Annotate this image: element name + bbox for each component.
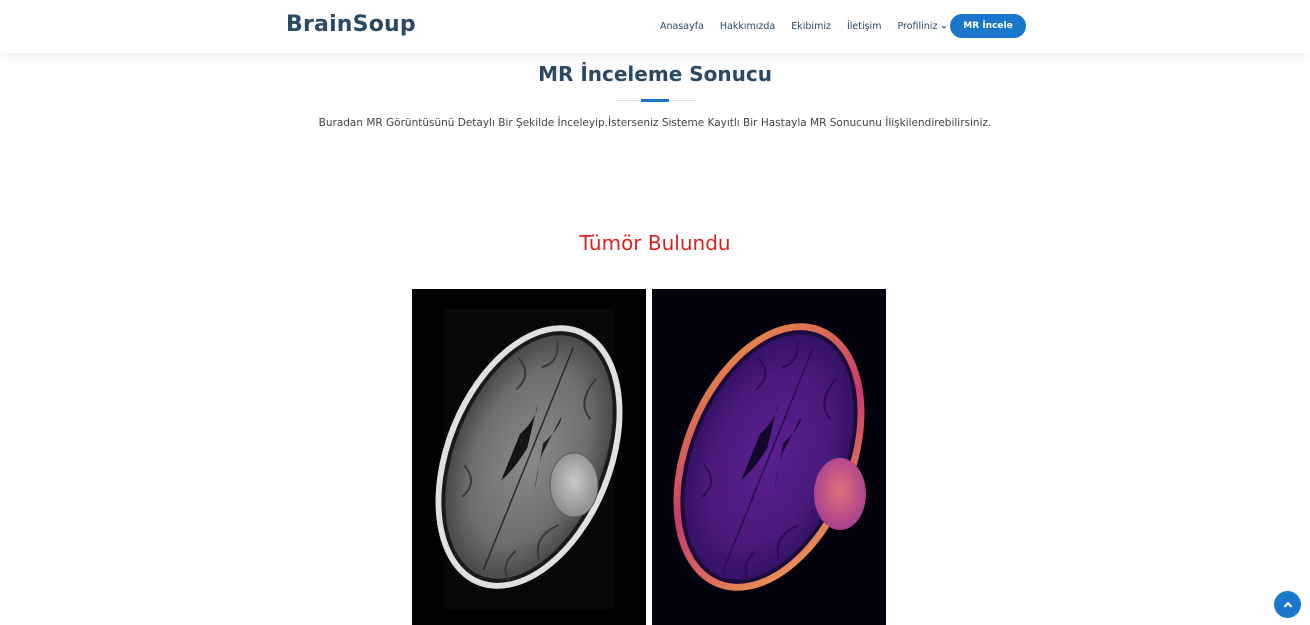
nav-item-label: Anasayfa bbox=[660, 21, 704, 32]
nav-item-anasayfa[interactable]: Anasayfa bbox=[660, 21, 704, 32]
nav-item-profiliniz[interactable]: Profiliniz bbox=[897, 21, 947, 32]
nav-item-label: Ekibimiz bbox=[791, 21, 831, 32]
nav-item-hakkimizda[interactable]: Hakkımızda bbox=[720, 21, 775, 32]
nav-item-iletisim[interactable]: İletişim bbox=[847, 21, 882, 32]
chevron-down-icon bbox=[942, 25, 947, 29]
page-title: MR İnceleme Sonucu bbox=[538, 62, 772, 86]
nav-item-label: Hakkımızda bbox=[719, 21, 776, 32]
nav-item-label: İletişim bbox=[846, 21, 882, 32]
mri-original-image bbox=[412, 289, 646, 625]
brand-logo[interactable]: BrainSoup bbox=[286, 12, 416, 37]
mri-heatmap-image bbox=[652, 289, 886, 625]
main-nav: Anasayfa Hakkımızda Ekibimiz İletişim Pr… bbox=[660, 0, 963, 53]
site-header: BrainSoup Anasayfa Hakkımızda Ekibimiz İ… bbox=[0, 0, 1310, 53]
mr-incele-button[interactable]: MR İncele bbox=[950, 14, 1026, 38]
result-status-text: Tümör Bulundu bbox=[579, 231, 731, 255]
page-description: Buradan MR Görüntüsünü Detaylı Bir Şekil… bbox=[318, 117, 992, 129]
nav-item-ekibimiz[interactable]: Ekibimiz bbox=[791, 21, 831, 32]
chevron-up-icon bbox=[1283, 601, 1292, 608]
nav-item-label: Profiliniz bbox=[897, 21, 938, 32]
title-divider-accent bbox=[641, 99, 669, 102]
scroll-to-top-button[interactable] bbox=[1274, 591, 1301, 618]
